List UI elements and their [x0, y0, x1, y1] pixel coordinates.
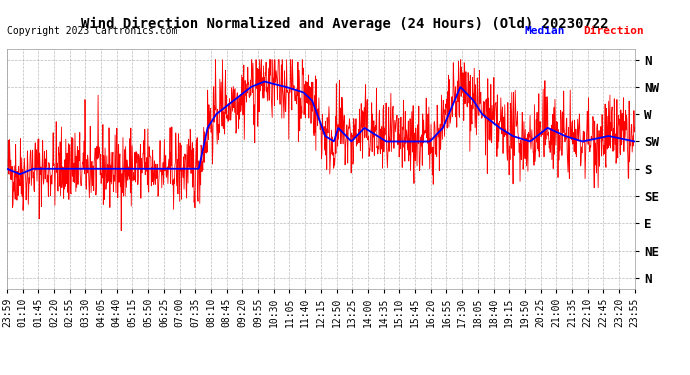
- Text: Median: Median: [524, 26, 565, 36]
- Text: Wind Direction Normalized and Average (24 Hours) (Old) 20230722: Wind Direction Normalized and Average (2…: [81, 17, 609, 31]
- Text: Copyright 2023 Cartronics.com: Copyright 2023 Cartronics.com: [7, 26, 177, 36]
- Text: Direction: Direction: [583, 26, 644, 36]
